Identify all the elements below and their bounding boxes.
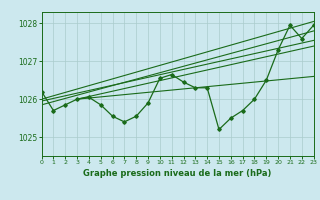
X-axis label: Graphe pression niveau de la mer (hPa): Graphe pression niveau de la mer (hPa) (84, 169, 272, 178)
